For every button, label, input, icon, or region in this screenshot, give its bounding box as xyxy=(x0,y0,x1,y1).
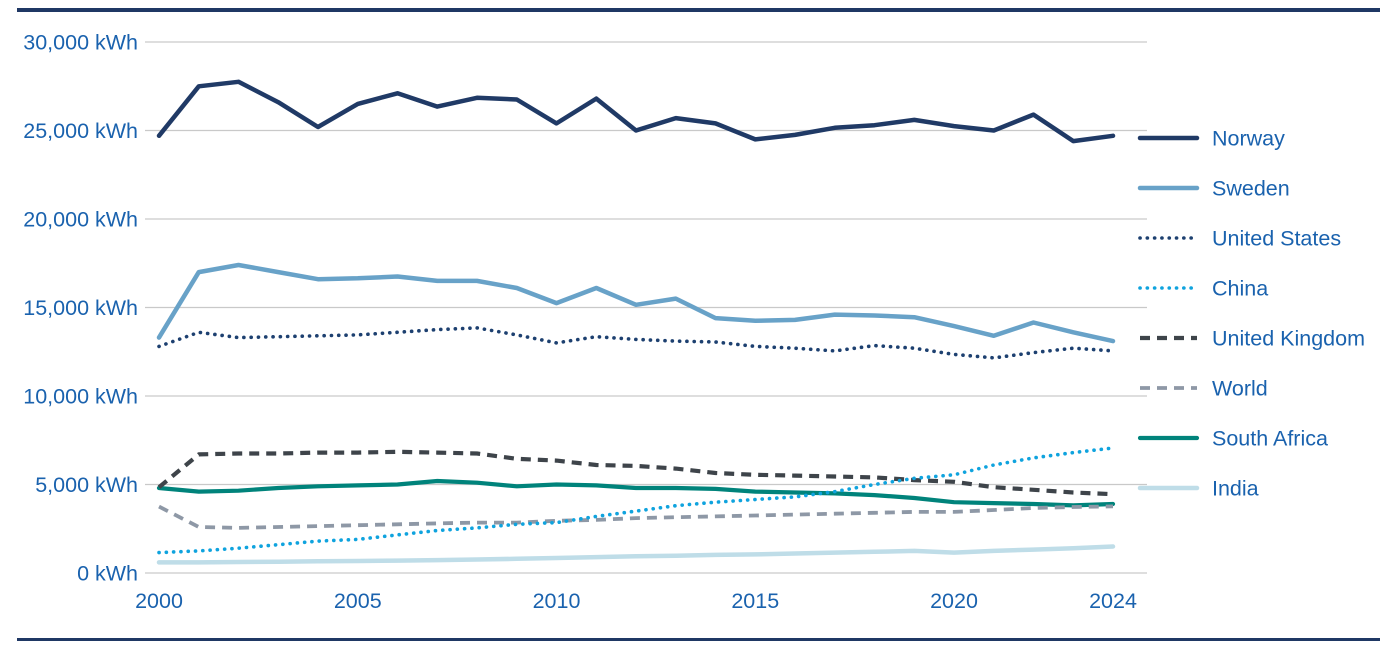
y-axis-tick-label: 30,000 kWh xyxy=(23,31,138,55)
legend-label-south-africa: South Africa xyxy=(1212,427,1328,451)
legend-item-india: India xyxy=(1137,477,1259,501)
legend-label-sweden: Sweden xyxy=(1212,177,1290,201)
y-axis-tick-label: 15,000 kWh xyxy=(23,296,138,320)
series-line-india xyxy=(156,544,1116,565)
legend-label-world: World xyxy=(1212,377,1268,401)
series-line-united-states xyxy=(157,326,1115,360)
series-lines xyxy=(156,79,1116,565)
legend-label-norway: Norway xyxy=(1212,127,1285,151)
legend-label-india: India xyxy=(1212,477,1259,501)
legend-item-norway: Norway xyxy=(1137,127,1285,151)
legend-item-south-africa: South Africa xyxy=(1137,427,1328,451)
y-axis-tick-label: 0 kWh xyxy=(77,562,138,586)
series-line-norway xyxy=(156,79,1116,144)
series-line-world xyxy=(158,504,1114,530)
gridlines xyxy=(145,41,1147,574)
y-axis-tick-label: 5,000 kWh xyxy=(35,473,138,497)
legend-item-united-kingdom: United Kingdom xyxy=(1140,327,1365,351)
x-axis-tick-label: 2005 xyxy=(334,589,382,613)
series-line-south-africa xyxy=(156,478,1116,508)
y-axis-tick-label: 20,000 kWh xyxy=(23,208,138,232)
legend-item-world: World xyxy=(1140,377,1268,401)
y-axis-labels: 0 kWh 5,000 kWh 10,000 kWh 15,000 kWh 20,000… xyxy=(23,31,138,586)
top-rule xyxy=(17,8,1380,12)
x-axis-tick-label: 2020 xyxy=(930,589,978,613)
legend-label-china: China xyxy=(1212,277,1268,301)
legend-label-united-kingdom: United Kingdom xyxy=(1212,327,1365,351)
series-line-sweden xyxy=(156,262,1116,344)
x-axis-labels: 2000 2005 2010 2015 2020 2024 xyxy=(135,589,1137,613)
series-line-united-kingdom xyxy=(157,449,1114,497)
y-axis-tick-label: 25,000 kWh xyxy=(23,119,138,143)
page-rules xyxy=(17,8,1380,641)
legend-item-china: China xyxy=(1138,277,1268,301)
bottom-rule xyxy=(17,638,1380,641)
series-line-china xyxy=(157,446,1115,555)
x-axis-tick-label: 2015 xyxy=(731,589,779,613)
legend-item-united-states: United States xyxy=(1138,227,1341,251)
x-axis-tick-label: 2000 xyxy=(135,589,183,613)
x-axis-tick-label: 2010 xyxy=(533,589,581,613)
legend-label-united-states: United States xyxy=(1212,227,1341,251)
legend-item-sweden: Sweden xyxy=(1137,177,1290,201)
y-axis-tick-label: 10,000 kWh xyxy=(23,385,138,409)
legend: Norway Sweden United States China United Kin… xyxy=(1137,127,1365,501)
x-axis-tick-label: 2024 xyxy=(1089,589,1137,613)
